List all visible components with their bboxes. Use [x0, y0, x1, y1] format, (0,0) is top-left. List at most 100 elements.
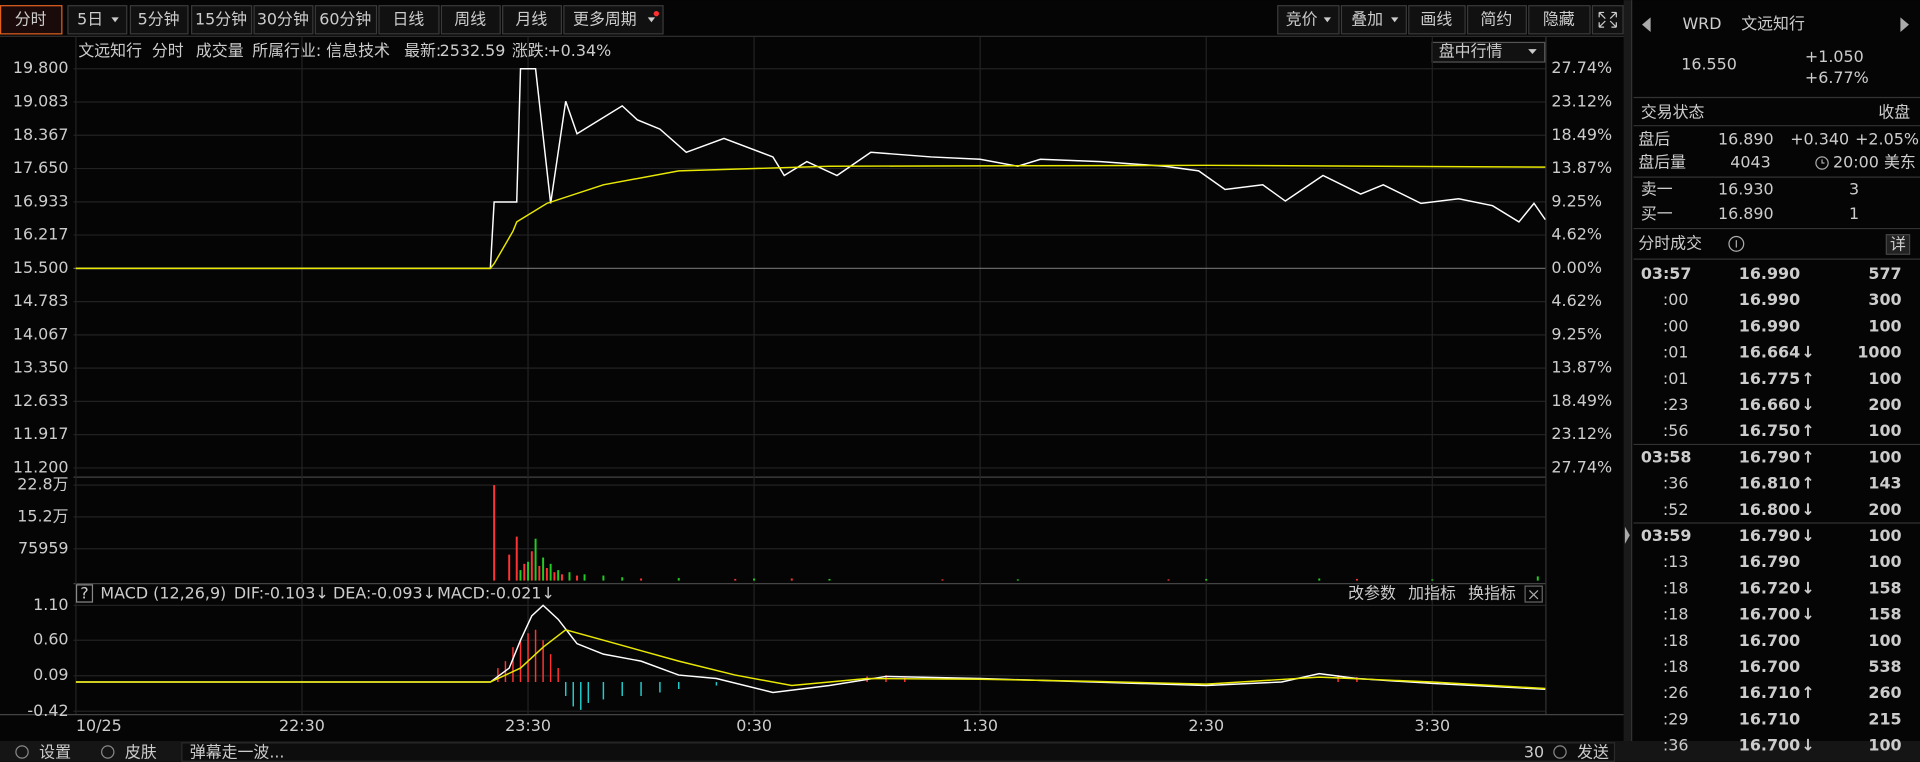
- y2-tick-label: 23.12%: [1551, 424, 1612, 443]
- tab[interactable]: [563, 5, 664, 35]
- tab[interactable]: [129, 5, 189, 35]
- tool-label[interactable]: 隐藏: [1543, 9, 1575, 28]
- trade-arrow: ↓: [1801, 736, 1814, 755]
- series-line: [75, 628, 1546, 690]
- danmaku-placeholder[interactable]: 弹幕走一波...: [190, 743, 285, 762]
- volume-bar: [493, 485, 496, 581]
- dropdown-arrow[interactable]: [1323, 17, 1332, 23]
- trade-volume: 100: [1868, 447, 1901, 466]
- tab[interactable]: [0, 5, 63, 35]
- fullscreen-icon[interactable]: [1598, 11, 1617, 28]
- volume-bar: [640, 578, 643, 581]
- tab-label[interactable]: 30分钟: [257, 9, 309, 28]
- tab[interactable]: [440, 5, 501, 35]
- trade-arrow: ↑: [1801, 447, 1814, 466]
- tool-label[interactable]: 简约: [1480, 9, 1512, 28]
- macd-bar: [678, 682, 680, 689]
- ask-label: 卖一: [1641, 179, 1673, 198]
- trade-arrow: ↓: [1801, 526, 1814, 545]
- tool-label[interactable]: 叠加: [1351, 9, 1383, 28]
- tab[interactable]: [314, 5, 378, 35]
- close-icon[interactable]: [1528, 589, 1539, 600]
- emoji-icon[interactable]: [1553, 745, 1567, 759]
- danmaku-input[interactable]: [181, 742, 1616, 762]
- volume-bar: [1016, 579, 1019, 581]
- x-tick-label: 22:30: [279, 716, 325, 735]
- macd-bar: [715, 682, 718, 686]
- help-icon[interactable]: ?: [80, 584, 88, 603]
- tool-button[interactable]: [1466, 5, 1527, 35]
- detail-label[interactable]: 详: [1890, 235, 1906, 254]
- trade-price: 16.810: [1739, 474, 1800, 493]
- x-tick-label: 23:30: [505, 716, 551, 735]
- trade-arrow: ↓: [1801, 578, 1814, 597]
- indicator-button[interactable]: 换指标: [1468, 584, 1516, 603]
- tab-label[interactable]: 5分钟: [138, 9, 180, 28]
- detail-button[interactable]: [1885, 234, 1911, 255]
- skin-label[interactable]: 皮肤: [125, 743, 157, 762]
- y-tick-label: 15.500: [13, 258, 69, 277]
- y-tick-label: 16.933: [13, 191, 69, 210]
- splitter-arrow[interactable]: [1624, 526, 1630, 544]
- y-tick-label: 0.09: [33, 665, 68, 684]
- tab-label[interactable]: 15分钟: [195, 9, 247, 28]
- close-button[interactable]: [1524, 585, 1543, 603]
- y-tick-label: 15.2万: [17, 506, 68, 525]
- tab[interactable]: [502, 5, 563, 35]
- trade-volume: 200: [1868, 500, 1901, 519]
- dropdown-arrow[interactable]: [1391, 17, 1399, 23]
- trade-price: 16.800: [1739, 500, 1800, 519]
- fullscreen-button[interactable]: [1591, 5, 1624, 35]
- header-industry: 所属行业: 信息技术: [252, 41, 390, 60]
- tab-label[interactable]: 5日: [77, 9, 103, 28]
- after-pct: +2.05%: [1855, 129, 1919, 148]
- indicator-button[interactable]: 改参数: [1348, 584, 1396, 603]
- tab-label[interactable]: 60分钟: [319, 9, 371, 28]
- tab-label[interactable]: 周线: [454, 9, 486, 28]
- trade-volume: 200: [1868, 395, 1901, 414]
- prev-stock[interactable]: [1642, 17, 1651, 33]
- dropdown-arrow[interactable]: [111, 17, 119, 23]
- macd-bar: [564, 682, 567, 696]
- splitter[interactable]: [1623, 0, 1632, 742]
- settings-icon[interactable]: [15, 745, 29, 759]
- ask-price: 16.930: [1718, 179, 1774, 198]
- tool-label[interactable]: 画线: [1420, 9, 1452, 28]
- info-icon[interactable]: [1728, 235, 1745, 252]
- tab[interactable]: [191, 5, 253, 35]
- tab[interactable]: [378, 5, 440, 35]
- header-latest-label: 最新:: [404, 41, 441, 60]
- trade-price: 16.790: [1739, 526, 1800, 545]
- char-count: 30: [1524, 743, 1544, 762]
- trade-volume: 100: [1868, 526, 1901, 545]
- trade-volume: 1000: [1857, 343, 1901, 362]
- volume-bar: [508, 554, 511, 581]
- indicator-button[interactable]: 加指标: [1408, 584, 1456, 603]
- tool-button[interactable]: [1528, 5, 1591, 35]
- tab-label[interactable]: 日线: [392, 9, 424, 28]
- tab-label[interactable]: 月线: [516, 9, 548, 28]
- tab[interactable]: [253, 5, 314, 35]
- x-tick-label: 0:30: [736, 716, 772, 735]
- help-button[interactable]: [75, 584, 94, 603]
- y-tick-label: -0.42: [27, 701, 68, 720]
- skin-icon[interactable]: [101, 745, 115, 759]
- y-tick-label: 14.783: [13, 291, 69, 310]
- tab-label[interactable]: 更多周期: [573, 9, 637, 28]
- dropdown-arrow[interactable]: [647, 17, 656, 23]
- y2-tick-label: 27.74%: [1551, 457, 1612, 476]
- settings-label[interactable]: 设置: [39, 743, 71, 762]
- next-stock[interactable]: [1900, 17, 1909, 33]
- trade-price: 16.775: [1739, 369, 1800, 388]
- volume-bar: [1318, 578, 1321, 581]
- dropdown-arrow[interactable]: [1528, 49, 1537, 55]
- send-button[interactable]: 发送: [1577, 743, 1609, 762]
- trade-price: 16.790: [1739, 552, 1800, 571]
- tab-label[interactable]: 分时: [15, 9, 47, 28]
- tool-button[interactable]: [1408, 5, 1466, 35]
- dropdown-label[interactable]: 盘中行情: [1439, 42, 1503, 61]
- trade-time: 03:57: [1641, 264, 1692, 283]
- y2-tick-label: 18.49%: [1551, 125, 1612, 144]
- tool-label[interactable]: 竞价: [1286, 9, 1318, 28]
